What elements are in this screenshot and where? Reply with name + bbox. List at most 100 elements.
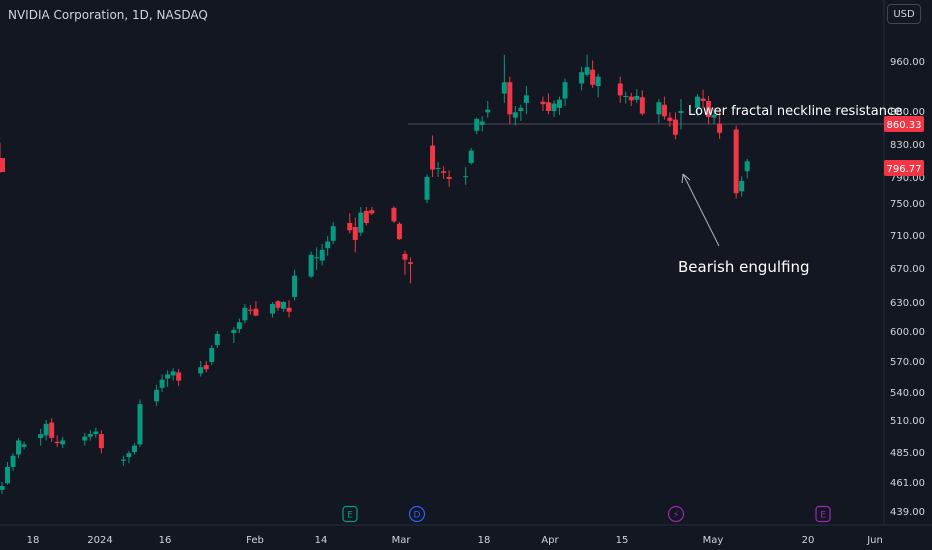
candle-body[interactable] [159,379,165,388]
candle-body[interactable] [98,434,104,449]
candle-body[interactable] [5,467,11,484]
candle-body[interactable] [314,257,320,259]
candle-body[interactable] [512,112,518,118]
candle-body[interactable] [739,180,745,192]
earnings-marker[interactable] [815,505,831,523]
candle-body[interactable] [595,76,601,86]
candle-body[interactable] [352,227,358,240]
candle-body[interactable] [617,83,623,96]
candle-body[interactable] [369,210,375,214]
dividend-marker[interactable] [408,505,426,523]
candle-body[interactable] [363,211,369,223]
split-marker[interactable] [667,505,685,523]
candle-body[interactable] [717,123,723,133]
candle-body[interactable] [10,455,16,467]
candle-body[interactable] [661,104,667,117]
candle-body[interactable] [198,367,204,374]
candle-body[interactable] [209,348,215,363]
candle-body[interactable] [93,431,99,435]
candle-body[interactable] [347,223,353,231]
candle-body[interactable] [695,96,701,108]
candle-body[interactable] [165,374,171,379]
candle-body[interactable] [711,114,717,118]
candle-body[interactable] [540,101,546,105]
candle-body[interactable] [154,389,160,402]
candle-body[interactable] [0,158,5,173]
candle-body[interactable] [275,301,281,308]
candle-body[interactable] [407,262,413,264]
candle-body[interactable] [700,98,706,102]
candle-body[interactable] [82,436,88,441]
candle-body[interactable] [402,253,408,260]
candle-body[interactable] [247,309,253,311]
candle-body[interactable] [590,69,596,85]
candle-body[interactable] [231,330,237,333]
candle-body[interactable] [49,422,55,438]
candle-body[interactable] [281,302,287,309]
candle-body[interactable] [137,404,143,445]
candle-body[interactable] [634,96,640,100]
currency-button[interactable]: USD [887,4,921,24]
candle-body[interactable] [507,82,513,115]
candle-body[interactable] [562,82,568,99]
candle-body[interactable] [87,434,93,437]
candle-body[interactable] [308,254,314,277]
candle-body[interactable] [424,177,430,200]
candle-body[interactable] [545,102,551,111]
candle-body[interactable] [0,485,5,490]
candle-body[interactable] [292,275,298,297]
candle-body[interactable] [441,171,447,173]
candle-body[interactable] [672,119,678,135]
candle-body[interactable] [38,434,44,438]
candle-body[interactable] [236,322,242,330]
candle-body[interactable] [176,372,182,381]
candle-body[interactable] [678,111,684,113]
candle-body[interactable] [43,423,49,436]
candle-body[interactable] [21,444,27,447]
candle-body[interactable] [501,82,507,94]
candle-body[interactable] [656,102,662,115]
candle-body[interactable] [269,303,275,314]
candle-body[interactable] [60,440,66,445]
candle-body[interactable] [485,109,491,113]
candle-body[interactable] [430,145,436,170]
candle-body[interactable] [667,117,673,121]
candle-body[interactable] [639,97,645,114]
candle-body[interactable] [54,441,60,444]
candle-body[interactable] [170,371,176,376]
candle-body[interactable] [286,307,292,312]
candle-body[interactable] [319,249,325,261]
candle-body[interactable] [706,101,712,117]
candle-body[interactable] [126,453,132,457]
candle-body[interactable] [325,241,331,249]
candle-body[interactable] [463,176,469,178]
candle-body[interactable] [479,121,485,125]
candle-body[interactable] [557,99,563,108]
candle-body[interactable] [584,67,590,75]
candle-body[interactable] [203,365,209,370]
candle-body[interactable] [391,207,397,222]
candle-body[interactable] [253,308,259,316]
candle-body[interactable] [623,96,629,97]
earnings-marker[interactable] [342,505,358,523]
candle-body[interactable] [242,307,248,321]
candle-body[interactable] [579,72,585,84]
candle-body[interactable] [628,96,634,101]
candle-body[interactable] [16,440,22,455]
candle-body[interactable] [551,103,557,112]
candle-body[interactable] [523,95,529,103]
candle-body[interactable] [330,226,336,241]
candle-body[interactable] [468,150,474,163]
candle-body[interactable] [435,167,441,169]
candle-body[interactable] [131,445,137,452]
candle-body[interactable] [744,161,750,172]
candle-body[interactable] [120,459,126,461]
candle-body[interactable] [446,177,452,179]
candle-body[interactable] [733,129,739,194]
candle-body[interactable] [474,118,480,131]
candle-body[interactable] [214,334,220,345]
candle-body[interactable] [396,223,402,240]
candle-body[interactable] [358,212,364,233]
symbol-title[interactable]: NVIDIA Corporation, 1D, NASDAQ [8,8,208,22]
